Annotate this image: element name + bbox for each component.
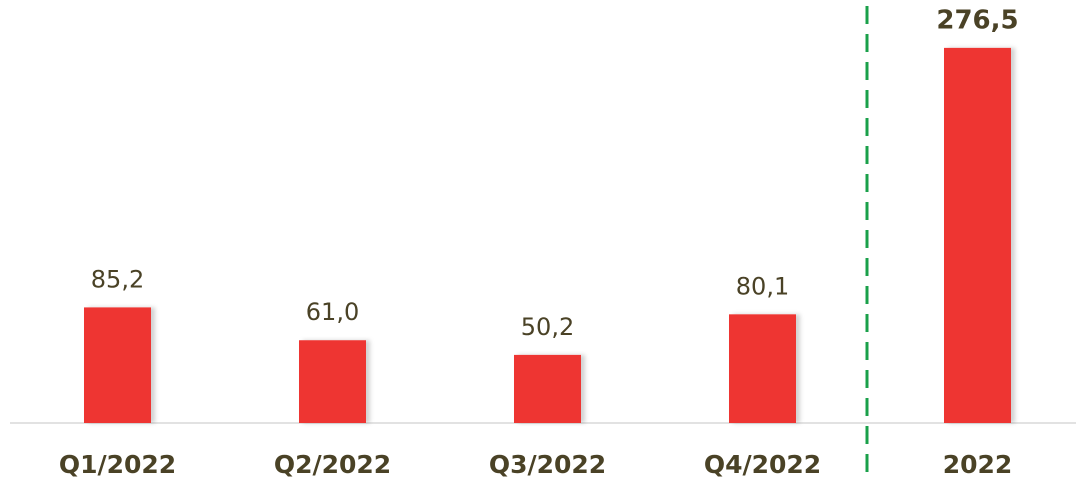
x-tick-label: Q1/2022 [59,450,176,479]
bar [944,47,1011,424]
value-label: 80,1 [736,272,789,300]
bar [514,354,581,423]
x-tick-label: Q2/2022 [274,450,391,479]
x-tick-label: Q4/2022 [704,450,821,479]
bar [84,307,151,423]
x-tick-label: 2022 [943,450,1013,479]
value-label: 50,2 [521,313,574,341]
value-label: 61,0 [306,298,359,326]
bar [729,314,796,423]
bar [299,340,366,423]
value-label: 85,2 [91,265,144,293]
x-tick-label: Q3/2022 [489,450,606,479]
value-label: 276,5 [936,5,1018,35]
